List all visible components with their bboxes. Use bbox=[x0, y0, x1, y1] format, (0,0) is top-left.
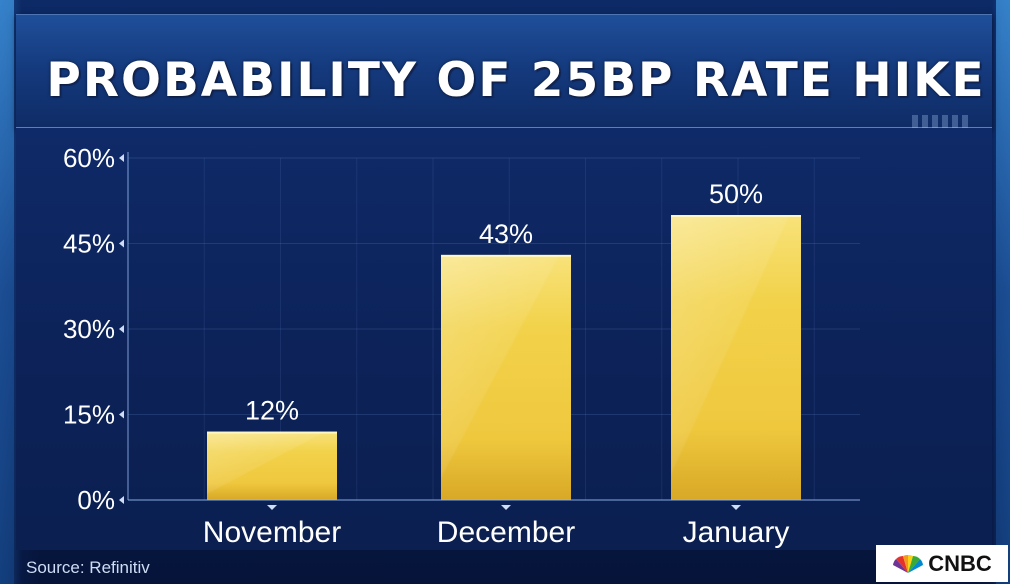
title-panel: PROBABILITY OF 25BP RATE HIKE bbox=[16, 14, 992, 135]
bar-sheen bbox=[441, 254, 571, 500]
y-tick-label: 30% bbox=[63, 314, 115, 344]
x-tick-label: January bbox=[683, 516, 790, 549]
x-tick-label: December bbox=[437, 516, 575, 549]
y-tick-marker bbox=[119, 496, 124, 504]
x-tick-marker bbox=[731, 505, 741, 510]
y-tick-label: 15% bbox=[63, 400, 115, 430]
axes bbox=[119, 152, 860, 510]
x-tick-marker bbox=[501, 505, 511, 510]
bar-top-edge bbox=[207, 431, 337, 434]
y-tick-label: 60% bbox=[63, 143, 115, 173]
bar-sheen bbox=[671, 215, 801, 500]
bar-sheen bbox=[207, 431, 337, 500]
data-label: 50% bbox=[709, 179, 763, 209]
data-label: 43% bbox=[479, 219, 533, 249]
bar-top-edge bbox=[441, 254, 571, 257]
x-tick-marker bbox=[267, 505, 277, 510]
y-tick-marker bbox=[119, 239, 124, 248]
data-label: 12% bbox=[245, 396, 299, 426]
cnbc-logo: CNBC bbox=[876, 545, 1008, 582]
peacock-icon bbox=[893, 554, 924, 573]
y-tick-marker bbox=[119, 154, 124, 162]
left-decor-stripe bbox=[0, 0, 14, 584]
y-tick-marker bbox=[119, 410, 124, 419]
chart-title: PROBABILITY OF 25BP RATE HIKE bbox=[46, 53, 986, 108]
right-decor-stripe bbox=[996, 0, 1010, 584]
bar-top-edge bbox=[671, 215, 801, 217]
labels: 0% 15% 30% 45% 60% 12% November 43% December 50% J… bbox=[63, 143, 789, 549]
bars bbox=[207, 215, 801, 500]
y-tick-label: 45% bbox=[63, 229, 115, 259]
x-tick-label: November bbox=[203, 516, 341, 549]
y-tick-marker bbox=[119, 325, 124, 333]
logo-text: CNBC bbox=[928, 550, 992, 576]
source-note: Source: Refinitiv bbox=[26, 558, 150, 577]
y-tick-label: 0% bbox=[77, 485, 115, 515]
